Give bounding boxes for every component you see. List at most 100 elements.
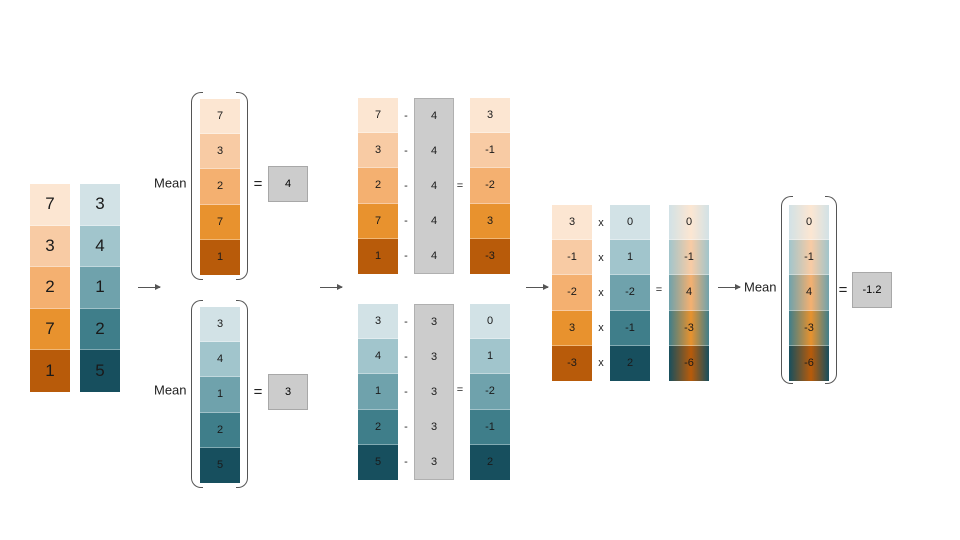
cell: 2 — [470, 444, 510, 480]
mean-label-final: Mean — [744, 279, 777, 295]
product-mean-input: 0 -1 4 -3 -6 — [789, 205, 829, 381]
cell: 3 — [80, 184, 120, 226]
cell: 2 — [200, 169, 240, 205]
cell: 1 — [610, 240, 650, 276]
cell: 5 — [200, 447, 240, 483]
equals-final: = — [838, 281, 848, 299]
cell: 3 — [552, 205, 592, 241]
mean-label-x: Mean — [154, 175, 187, 191]
cell: 2 — [358, 168, 398, 204]
mean-cell: 4 — [430, 214, 438, 227]
operator-sign: - — [404, 350, 408, 363]
paren-left-y — [191, 300, 203, 488]
paren-right-final — [825, 196, 837, 384]
cell: -1 — [669, 240, 709, 276]
mean-y-repeated-column: 3 3 3 3 3 — [414, 304, 454, 480]
cell: 4 — [669, 275, 709, 311]
operator-sign: - — [404, 215, 408, 228]
cell: 1 — [200, 377, 240, 413]
cell: 0 — [470, 304, 510, 340]
cell: -2 — [610, 275, 650, 311]
equals-mean-y: = — [253, 383, 263, 401]
cell: 5 — [80, 350, 120, 392]
mean-cell: 4 — [430, 249, 438, 262]
cell: 2 — [610, 345, 650, 381]
mean-cell: 3 — [430, 455, 438, 468]
operator-sign: x — [598, 357, 604, 370]
cell: 2 — [30, 267, 70, 309]
cell: 2 — [358, 409, 398, 445]
cell: -6 — [789, 345, 829, 381]
cell: 0 — [610, 205, 650, 241]
cell: 3 — [470, 203, 510, 239]
operator-sign: - — [404, 456, 408, 469]
cell: -1 — [470, 409, 510, 445]
cell: 2 — [200, 412, 240, 448]
cell: 3 — [358, 304, 398, 340]
cell: 1 — [200, 239, 240, 275]
operator-sign: - — [404, 109, 408, 122]
mean-cell: 3 — [430, 420, 438, 433]
mean-label-y: Mean — [154, 382, 187, 398]
cell: -1 — [470, 133, 510, 169]
operator-sign: - — [404, 386, 408, 398]
mean-cell: 4 — [430, 110, 438, 123]
operator-sign: x — [598, 216, 604, 229]
equals-mean-x: = — [253, 175, 263, 193]
cell: 3 — [470, 98, 510, 134]
cell: 3 — [358, 133, 398, 169]
cell: -2 — [470, 374, 510, 410]
cell: 7 — [30, 308, 70, 351]
mean-cell: 3 — [430, 385, 438, 398]
arrow-4 — [718, 284, 741, 290]
cell: 4 — [789, 275, 829, 311]
equals-product: = — [655, 284, 663, 296]
cell: -1 — [552, 240, 592, 276]
cell: 1 — [358, 374, 398, 410]
mean-cell: 4 — [430, 179, 438, 192]
operator-sign: - — [404, 144, 408, 157]
paren-left-x — [191, 92, 203, 280]
cell: 1 — [80, 267, 120, 309]
x-deviation-copy-column: 3 -1 -2 3 -3 — [552, 205, 592, 381]
cell: 1 — [470, 339, 510, 375]
cell: -6 — [669, 345, 709, 381]
y-deviation-copy-column: 0 1 -2 -1 2 — [610, 205, 650, 381]
cell: 7 — [358, 203, 398, 239]
cell: -3 — [552, 345, 592, 381]
arrow-1 — [138, 284, 161, 290]
cell: 2 — [80, 308, 120, 351]
paren-left-final — [781, 196, 793, 384]
cell: 7 — [200, 204, 240, 240]
cell: 0 — [789, 205, 829, 241]
equals-dev-x: = — [456, 180, 464, 192]
cell: 7 — [358, 98, 398, 134]
cell: 3 — [552, 310, 592, 346]
cell: 3 — [200, 134, 240, 170]
mean-cell: 3 — [430, 316, 438, 329]
cell: 5 — [358, 444, 398, 480]
mean-x-repeated-column: 4 4 4 4 4 — [414, 98, 454, 274]
cell: 0 — [669, 205, 709, 241]
x-deviation-column: 3 -1 -2 3 -3 — [470, 98, 510, 274]
operator-sign: - — [404, 250, 408, 263]
equals-dev-y: = — [456, 384, 464, 396]
mean-y-result: 3 — [268, 374, 308, 410]
mean-x-result: 4 — [268, 166, 308, 202]
cell: 1 — [30, 350, 70, 392]
cell: 4 — [358, 339, 398, 375]
cell: 4 — [200, 342, 240, 378]
cell: -1 — [789, 240, 829, 276]
y-deviation-column: 0 1 -2 -1 2 — [470, 304, 510, 480]
cell: 3 — [200, 307, 240, 343]
cell: -2 — [470, 168, 510, 204]
cell: -3 — [470, 238, 510, 274]
operator-sign: x — [598, 251, 604, 264]
covariance-result: -1.2 — [852, 272, 892, 308]
mean-cell: 3 — [430, 351, 438, 364]
